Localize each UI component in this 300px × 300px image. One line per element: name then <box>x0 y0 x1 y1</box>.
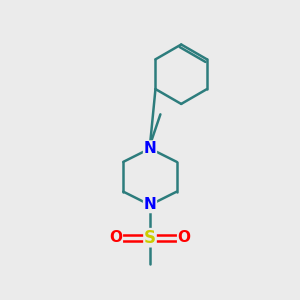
Text: O: O <box>109 230 122 245</box>
Text: N: N <box>144 141 156 156</box>
Text: S: S <box>144 229 156 247</box>
Text: N: N <box>144 197 156 212</box>
Text: O: O <box>178 230 191 245</box>
